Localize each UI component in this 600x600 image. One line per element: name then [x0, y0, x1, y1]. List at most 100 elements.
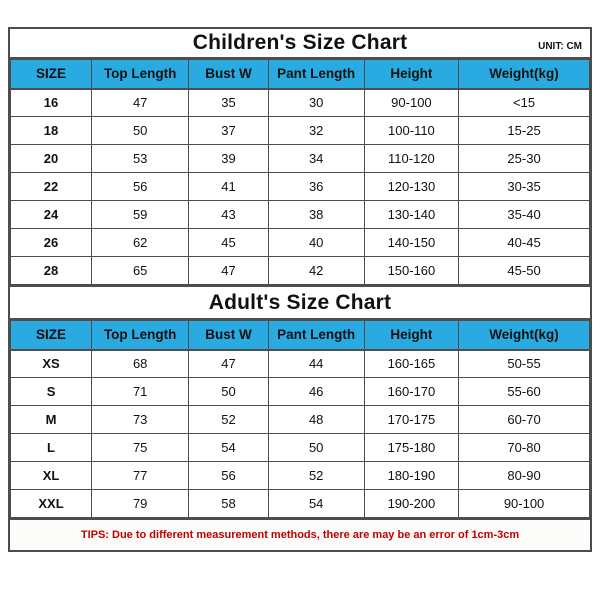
size-cell: L — [9, 433, 93, 462]
value-cell: 52 — [267, 461, 365, 490]
column-header: Pant Length — [267, 59, 365, 90]
value-cell: 25-30 — [458, 144, 590, 173]
column-header: SIZE — [9, 320, 93, 351]
value-cell: 42 — [267, 256, 365, 285]
value-cell: 45-50 — [458, 256, 590, 285]
value-cell: 15-25 — [458, 116, 590, 145]
size-chart-table: Children's Size Chart UNIT: CM SIZE Top L… — [8, 27, 592, 552]
adult-chart-title-row: Adult's Size Chart — [10, 285, 590, 320]
value-cell: 37 — [188, 116, 269, 145]
table-row: XS 68 47 44 160-165 50-55 — [9, 349, 590, 378]
value-cell: 65 — [91, 256, 190, 285]
value-cell: 36 — [267, 172, 365, 201]
value-cell: 50 — [91, 116, 190, 145]
column-header: Bust W — [188, 59, 269, 90]
value-cell: 56 — [91, 172, 190, 201]
column-header: Top Length — [91, 320, 190, 351]
tips-text: TIPS: Due to different measurement metho… — [80, 529, 520, 541]
value-cell: 52 — [188, 405, 269, 434]
value-cell: 40-45 — [458, 228, 590, 257]
value-cell: 32 — [267, 116, 365, 145]
table-row: S 71 50 46 160-170 55-60 — [9, 377, 590, 406]
value-cell: 55-60 — [458, 377, 590, 406]
column-header: Pant Length — [267, 320, 365, 351]
value-cell: 30 — [267, 88, 365, 117]
size-cell: 26 — [9, 228, 93, 257]
value-cell: 45 — [188, 228, 269, 257]
value-cell: 39 — [188, 144, 269, 173]
size-cell: 20 — [9, 144, 93, 173]
value-cell: 180-190 — [363, 461, 460, 490]
value-cell: 47 — [188, 256, 269, 285]
table-row: 16 47 35 30 90-100 <15 — [9, 88, 590, 117]
size-cell: 18 — [9, 116, 93, 145]
value-cell: 30-35 — [458, 172, 590, 201]
column-header: Height — [363, 320, 460, 351]
value-cell: 150-160 — [363, 256, 460, 285]
value-cell: 170-175 — [363, 405, 460, 434]
value-cell: 54 — [267, 489, 365, 518]
value-cell: 58 — [188, 489, 269, 518]
value-cell: 140-150 — [363, 228, 460, 257]
size-cell: S — [9, 377, 93, 406]
value-cell: 50-55 — [458, 349, 590, 378]
size-cell: 28 — [9, 256, 93, 285]
value-cell: 120-130 — [363, 172, 460, 201]
unit-label: UNIT: CM — [538, 41, 582, 52]
table-row: 28 65 47 42 150-160 45-50 — [9, 256, 590, 285]
adult-chart-title: Adult's Size Chart — [208, 290, 392, 314]
value-cell: 44 — [267, 349, 365, 378]
column-header: Bust W — [188, 320, 269, 351]
value-cell: 41 — [188, 172, 269, 201]
value-cell: 68 — [91, 349, 190, 378]
value-cell: 90-100 — [458, 489, 590, 518]
value-cell: 35 — [188, 88, 269, 117]
children-chart-title-row: Children's Size Chart UNIT: CM — [10, 29, 590, 59]
children-chart-title: Children's Size Chart — [192, 31, 408, 54]
table-row: 18 50 37 32 100-110 15-25 — [9, 116, 590, 145]
value-cell: 53 — [91, 144, 190, 173]
children-header-row: SIZE Top Length Bust W Pant Length Height Wei… — [9, 59, 590, 90]
value-cell: 46 — [267, 377, 365, 406]
table-row: 20 53 39 34 110-120 25-30 — [9, 144, 590, 173]
value-cell: 48 — [267, 405, 365, 434]
value-cell: 130-140 — [363, 200, 460, 229]
adult-header-row: SIZE Top Length Bust W Pant Length Height Wei… — [9, 320, 590, 351]
value-cell: 50 — [267, 433, 365, 462]
value-cell: 59 — [91, 200, 190, 229]
children-size-table: SIZE Top Length Bust W Pant Length Height Wei… — [9, 59, 590, 285]
children-table-body: 16 47 35 30 90-100 <15 18 50 37 32 100-110 15-25 20 5… — [9, 88, 590, 285]
table-row: 24 59 43 38 130-140 35-40 — [9, 200, 590, 229]
column-header: Height — [363, 59, 460, 90]
value-cell: 71 — [91, 377, 190, 406]
column-header: Top Length — [91, 59, 190, 90]
size-cell: XXL — [9, 489, 93, 518]
column-header: Weight(kg) — [458, 320, 590, 351]
value-cell: 175-180 — [363, 433, 460, 462]
value-cell: 73 — [91, 405, 190, 434]
value-cell: 79 — [91, 489, 190, 518]
table-row: 22 56 41 36 120-130 30-35 — [9, 172, 590, 201]
value-cell: 80-90 — [458, 461, 590, 490]
value-cell: 60-70 — [458, 405, 590, 434]
value-cell: 190-200 — [363, 489, 460, 518]
value-cell: 40 — [267, 228, 365, 257]
table-row: 26 62 45 40 140-150 40-45 — [9, 228, 590, 257]
value-cell: 62 — [91, 228, 190, 257]
value-cell: 100-110 — [363, 116, 460, 145]
size-cell: M — [9, 405, 93, 434]
value-cell: 160-170 — [363, 377, 460, 406]
adult-table-body: XS 68 47 44 160-165 50-55 S 71 50 46 160-170 55-60 M… — [9, 349, 590, 518]
table-row: XXL 79 58 54 190-200 90-100 — [9, 489, 590, 518]
size-cell: 22 — [9, 172, 93, 201]
value-cell: 160-165 — [363, 349, 460, 378]
value-cell: 75 — [91, 433, 190, 462]
value-cell: 38 — [267, 200, 365, 229]
tips-row: TIPS: Due to different measurement metho… — [10, 518, 590, 550]
value-cell: 47 — [91, 88, 190, 117]
size-cell: XL — [9, 461, 93, 490]
size-cell: 16 — [9, 88, 93, 117]
value-cell: 56 — [188, 461, 269, 490]
table-row: M 73 52 48 170-175 60-70 — [9, 405, 590, 434]
